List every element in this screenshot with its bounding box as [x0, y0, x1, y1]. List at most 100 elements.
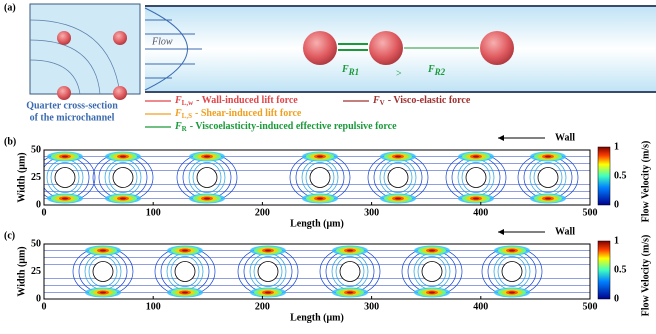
- particle: [57, 31, 71, 45]
- caption: of the microchannel: [30, 112, 115, 123]
- particle: [113, 86, 127, 100]
- hotspot: [62, 198, 68, 200]
- description: - Wall-induced lift force: [196, 95, 298, 106]
- legend: FL,w- Wall-induced lift force FL,S- Shear…: [145, 95, 471, 132]
- y-tick-label: 25: [31, 266, 41, 277]
- particle: [480, 31, 514, 65]
- colorbar: [598, 147, 610, 205]
- particle: [93, 262, 113, 282]
- particle: [258, 262, 278, 282]
- particle: [113, 168, 133, 188]
- x-tick-label: 0: [42, 301, 47, 312]
- arrow-head: [498, 135, 504, 141]
- particle: [197, 168, 217, 188]
- particle: [466, 168, 486, 188]
- hotspot: [509, 292, 515, 294]
- colorbar-tick: 1: [614, 235, 619, 246]
- flow-label: Flow: [151, 36, 173, 47]
- subscript: V: [380, 99, 385, 107]
- particle: [113, 31, 127, 45]
- description: - Shear-induced lift force: [195, 108, 302, 119]
- particle: [388, 168, 408, 188]
- particle: [55, 168, 75, 188]
- colorbar-tick: 0: [614, 199, 619, 210]
- legend-text: FL,S- Shear-induced lift force: [174, 108, 302, 119]
- hotspot: [62, 156, 68, 158]
- x-tick-label: 0: [42, 207, 47, 218]
- particle: [422, 262, 442, 282]
- x-axis-label: Length (μm): [290, 312, 344, 323]
- hotspot: [182, 292, 188, 294]
- colorbar-label: Flow Velocity (m/s): [640, 235, 651, 317]
- y-axis-label: Width (μm): [16, 246, 27, 296]
- x-tick-label: 300: [364, 301, 379, 312]
- hotspot: [317, 156, 323, 158]
- hotspot: [265, 292, 271, 294]
- arrow-head: [498, 229, 504, 235]
- x-tick-label: 100: [146, 301, 161, 312]
- y-axis-label: Width (μm): [16, 152, 27, 202]
- legend-text: FR- Viscoelasticity-induced effective re…: [174, 121, 397, 132]
- hotspot: [120, 156, 126, 158]
- hotspot: [509, 250, 515, 252]
- force-label: FR1: [341, 64, 359, 77]
- hotspot: [100, 250, 106, 252]
- description: - Visco-elastic force: [388, 95, 471, 106]
- colorbar: [598, 241, 610, 299]
- x-tick-label: 200: [255, 301, 270, 312]
- x-axis-label: Length (μm): [290, 218, 344, 229]
- hotspot: [182, 250, 188, 252]
- caption: Quarter cross-section: [26, 100, 118, 111]
- y-tick-label: 0: [36, 199, 41, 210]
- figure: (a) Flow FR1 > FR2 Quarter cross-section…: [0, 0, 656, 329]
- description: - Viscoelasticity-induced effective repu…: [190, 121, 397, 132]
- panel-label: (b): [4, 136, 16, 147]
- hotspot: [545, 198, 551, 200]
- hotspot: [120, 198, 126, 200]
- hotspot: [317, 198, 323, 200]
- x-tick-label: 400: [473, 301, 488, 312]
- force-label: FR2: [427, 64, 446, 77]
- particle: [369, 31, 403, 65]
- colorbar-tick: 0.5: [614, 170, 627, 181]
- subscript: L,S: [182, 112, 192, 120]
- hotspot: [347, 292, 353, 294]
- x-tick-label: 100: [146, 207, 161, 218]
- y-tick-label: 25: [31, 172, 41, 183]
- particle: [310, 168, 330, 188]
- panel-label: (c): [4, 230, 15, 241]
- particle: [502, 262, 522, 282]
- x-tick-label: 400: [473, 207, 488, 218]
- hotspot: [429, 250, 435, 252]
- colorbar-tick: 1: [614, 141, 619, 152]
- wall-label: Wall: [555, 132, 575, 143]
- particle: [57, 86, 71, 100]
- hotspot: [473, 156, 479, 158]
- contours: [35, 150, 590, 205]
- particle: [340, 262, 360, 282]
- hotspot: [429, 292, 435, 294]
- particle: [303, 31, 337, 65]
- hotspot: [265, 250, 271, 252]
- y-tick-label: 50: [31, 144, 41, 155]
- subscript: L,w: [182, 99, 194, 107]
- x-tick-label: 300: [364, 207, 379, 218]
- contours: [44, 244, 590, 299]
- hotspot: [395, 198, 401, 200]
- hotspot: [204, 198, 210, 200]
- panel-label: (a): [4, 2, 16, 13]
- hotspot: [100, 292, 106, 294]
- hotspot: [347, 250, 353, 252]
- colorbar-tick: 0.5: [614, 264, 627, 275]
- wall-label: Wall: [555, 226, 575, 237]
- hotspot: [545, 156, 551, 158]
- legend-text: FV- Visco-elastic force: [372, 95, 471, 106]
- colorbar-label: Flow Velocity (m/s): [640, 141, 651, 223]
- subscript: R: [182, 125, 188, 133]
- x-tick-label: 200: [255, 207, 270, 218]
- hotspot: [473, 198, 479, 200]
- legend-text: FL,w- Wall-induced lift force: [174, 95, 298, 106]
- colorbar-tick: 0: [614, 293, 619, 304]
